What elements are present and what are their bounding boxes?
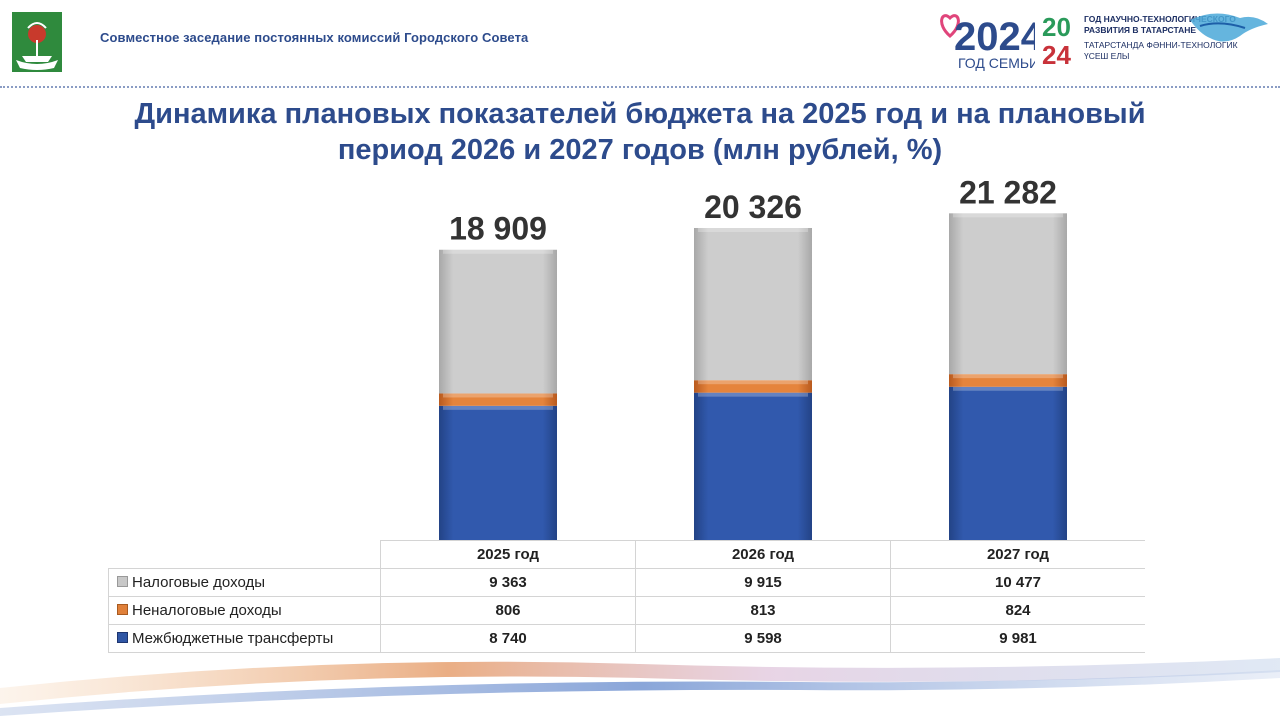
bar-segment-transfers <box>439 405 557 540</box>
bar-segment-transfers <box>949 386 1067 540</box>
brand-tech-year-bottom: 24 <box>1042 40 1071 70</box>
table-cell: 9 915 <box>635 568 891 597</box>
bar-segment-transfers <box>694 392 812 540</box>
brand-tech-line2: РАЗВИТИЯ В ТАТАРСТАНЕ <box>1084 25 1196 35</box>
bar-segment-tax <box>439 249 557 394</box>
bar-bevel-highlight <box>443 393 553 398</box>
table-row-label-text: Налоговые доходы <box>132 574 265 591</box>
table-row-nontax: Неналоговые доходы 806 813 824 <box>108 596 1145 625</box>
city-emblem-logo <box>12 12 62 72</box>
table-corner <box>109 541 381 569</box>
table-cell: 9 363 <box>380 568 636 597</box>
bar-total-label: 18 909 <box>449 211 547 247</box>
bar-bevel-highlight <box>443 405 553 410</box>
table-header-row: 2025 год 2026 год 2027 год <box>109 540 1145 569</box>
bar-segment-nontax <box>694 380 812 393</box>
data-table: 2025 год 2026 год 2027 год Налоговые дох… <box>108 540 1145 653</box>
year-of-technology-logo: 20 24 ГОД НАУЧНО-ТЕХНОЛОГИЧЕСКОГО РАЗВИТ… <box>1042 12 1268 70</box>
bar-bevel-highlight <box>953 213 1063 218</box>
brand-family-year: 2024 <box>954 15 1035 59</box>
header-divider <box>0 86 1280 88</box>
bar-bevel-highlight <box>953 386 1063 391</box>
table-header-2025: 2025 год <box>380 540 636 569</box>
table-row-label-text: Неналоговые доходы <box>132 602 282 619</box>
table-row-label: Налоговые доходы <box>108 568 381 597</box>
table-row-label: Неналоговые доходы <box>108 596 381 625</box>
table-cell: 8 740 <box>380 624 636 653</box>
header-org-text: Совместное заседание постоянных комиссий… <box>100 30 529 45</box>
table-cell: 813 <box>635 596 891 625</box>
bar-bevel-highlight <box>698 392 808 397</box>
chart-title: Динамика плановых показателей бюджета на… <box>134 98 1146 166</box>
brand-family-caption: ГОД СЕМЬИ <box>958 55 1035 71</box>
year-of-family-logo: 2024 ГОД СЕМЬИ <box>940 14 1035 71</box>
table-row-tax: Налоговые доходы 9 363 9 915 10 477 <box>108 568 1145 597</box>
table-row-transfers: Межбюджетные трансферты 8 740 9 598 9 98… <box>108 624 1145 653</box>
table-row-label: Межбюджетные трансферты <box>108 624 381 653</box>
bar-total-label: 20 326 <box>704 189 802 225</box>
bar-segment-nontax <box>439 393 557 406</box>
table-cell: 806 <box>380 596 636 625</box>
table-row-label-text: Межбюджетные трансферты <box>132 630 334 647</box>
table-cell: 824 <box>890 596 1145 625</box>
bar-bevel-highlight <box>953 374 1063 379</box>
bar-segment-tax <box>949 213 1067 375</box>
bar-segment-tax <box>694 227 812 381</box>
brand-tech-year-top: 20 <box>1042 12 1071 42</box>
bar-bevel-highlight <box>443 249 553 254</box>
legend-swatch-tax <box>117 576 128 587</box>
footer-decoration <box>0 658 1280 716</box>
table-cell: 9 981 <box>890 624 1145 653</box>
bar-bevel-highlight <box>698 380 808 385</box>
brand-tech-line1: ГОД НАУЧНО-ТЕХНОЛОГИЧЕСКОГО <box>1084 14 1236 24</box>
table-header-2026: 2026 год <box>635 540 891 569</box>
table-header-2027: 2027 год <box>890 540 1145 569</box>
bar-segment-nontax <box>949 374 1067 387</box>
table-cell: 10 477 <box>890 568 1145 597</box>
bar-bevel-highlight <box>698 227 808 232</box>
table-cell: 9 598 <box>635 624 891 653</box>
legend-swatch-transfers <box>117 632 128 643</box>
brand-tech-line3: ТАТАРСТАНДА ФӘННИ-ТЕХНОЛОГИК <box>1084 40 1238 50</box>
brand-tech-line4: ҮСЕШ ЕЛЫ <box>1084 51 1129 61</box>
legend-swatch-nontax <box>117 604 128 615</box>
bar-total-label: 21 282 <box>959 174 1057 210</box>
